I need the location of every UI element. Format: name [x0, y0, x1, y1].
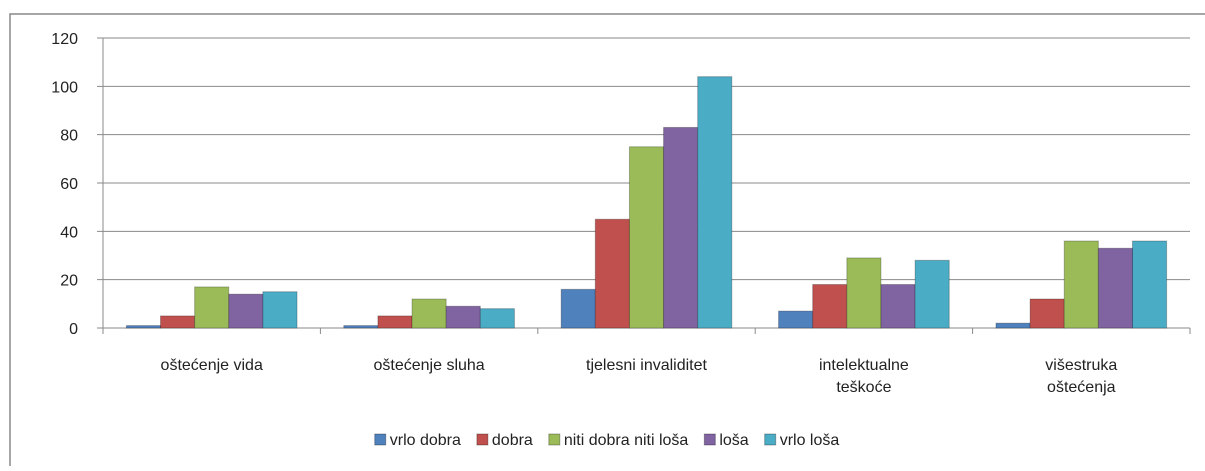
bar: [697, 76, 733, 329]
bar: [194, 286, 230, 329]
bar: [1063, 240, 1099, 329]
bar: [228, 293, 264, 329]
bar: [1097, 247, 1133, 329]
bar: [914, 259, 950, 329]
bar: [411, 298, 447, 329]
x-tick-label: tjelesni invaliditet: [586, 357, 708, 374]
legend-swatch: [703, 433, 716, 446]
y-tick-label: 80: [60, 128, 78, 145]
legend-swatch: [374, 433, 387, 446]
y-tick-label: 60: [60, 176, 78, 193]
bar: [594, 218, 630, 329]
bar: [846, 257, 882, 329]
bar: [663, 126, 699, 329]
legend-swatch: [764, 433, 777, 446]
bar: [995, 322, 1031, 329]
bar: [479, 308, 515, 329]
legend-label: dobra: [492, 432, 533, 449]
bar: [628, 146, 665, 329]
bar: [445, 305, 481, 329]
legend-label: loša: [719, 432, 748, 449]
legend-label: niti dobra niti loša: [564, 432, 689, 449]
bar: [262, 291, 298, 329]
bar: [778, 310, 814, 329]
legend-label: vrlo loša: [780, 432, 840, 449]
bar: [160, 315, 196, 329]
y-tick-label: 120: [51, 31, 78, 48]
y-tick-label: 0: [69, 321, 78, 338]
legend-swatch: [476, 433, 489, 446]
bar: [560, 288, 596, 329]
x-tick-label: oštećenje vida: [161, 357, 263, 374]
x-tick-label: intelektualne teškoće: [819, 357, 909, 396]
bar: [812, 284, 848, 329]
bar: [880, 284, 916, 329]
y-tick-label: 100: [51, 79, 78, 96]
bar: [1131, 240, 1168, 329]
y-tick-label: 20: [60, 273, 78, 290]
legend-label: vrlo dobra: [390, 432, 461, 449]
legend-swatch: [548, 433, 561, 446]
x-tick-label: oštećenje sluha: [374, 357, 485, 374]
bar: [1029, 298, 1065, 329]
bar: [125, 325, 162, 329]
bar: [377, 315, 413, 329]
x-tick-label: višestruka oštećenja: [1045, 357, 1117, 396]
y-tick-label: 40: [60, 224, 78, 241]
bar: [343, 325, 379, 329]
